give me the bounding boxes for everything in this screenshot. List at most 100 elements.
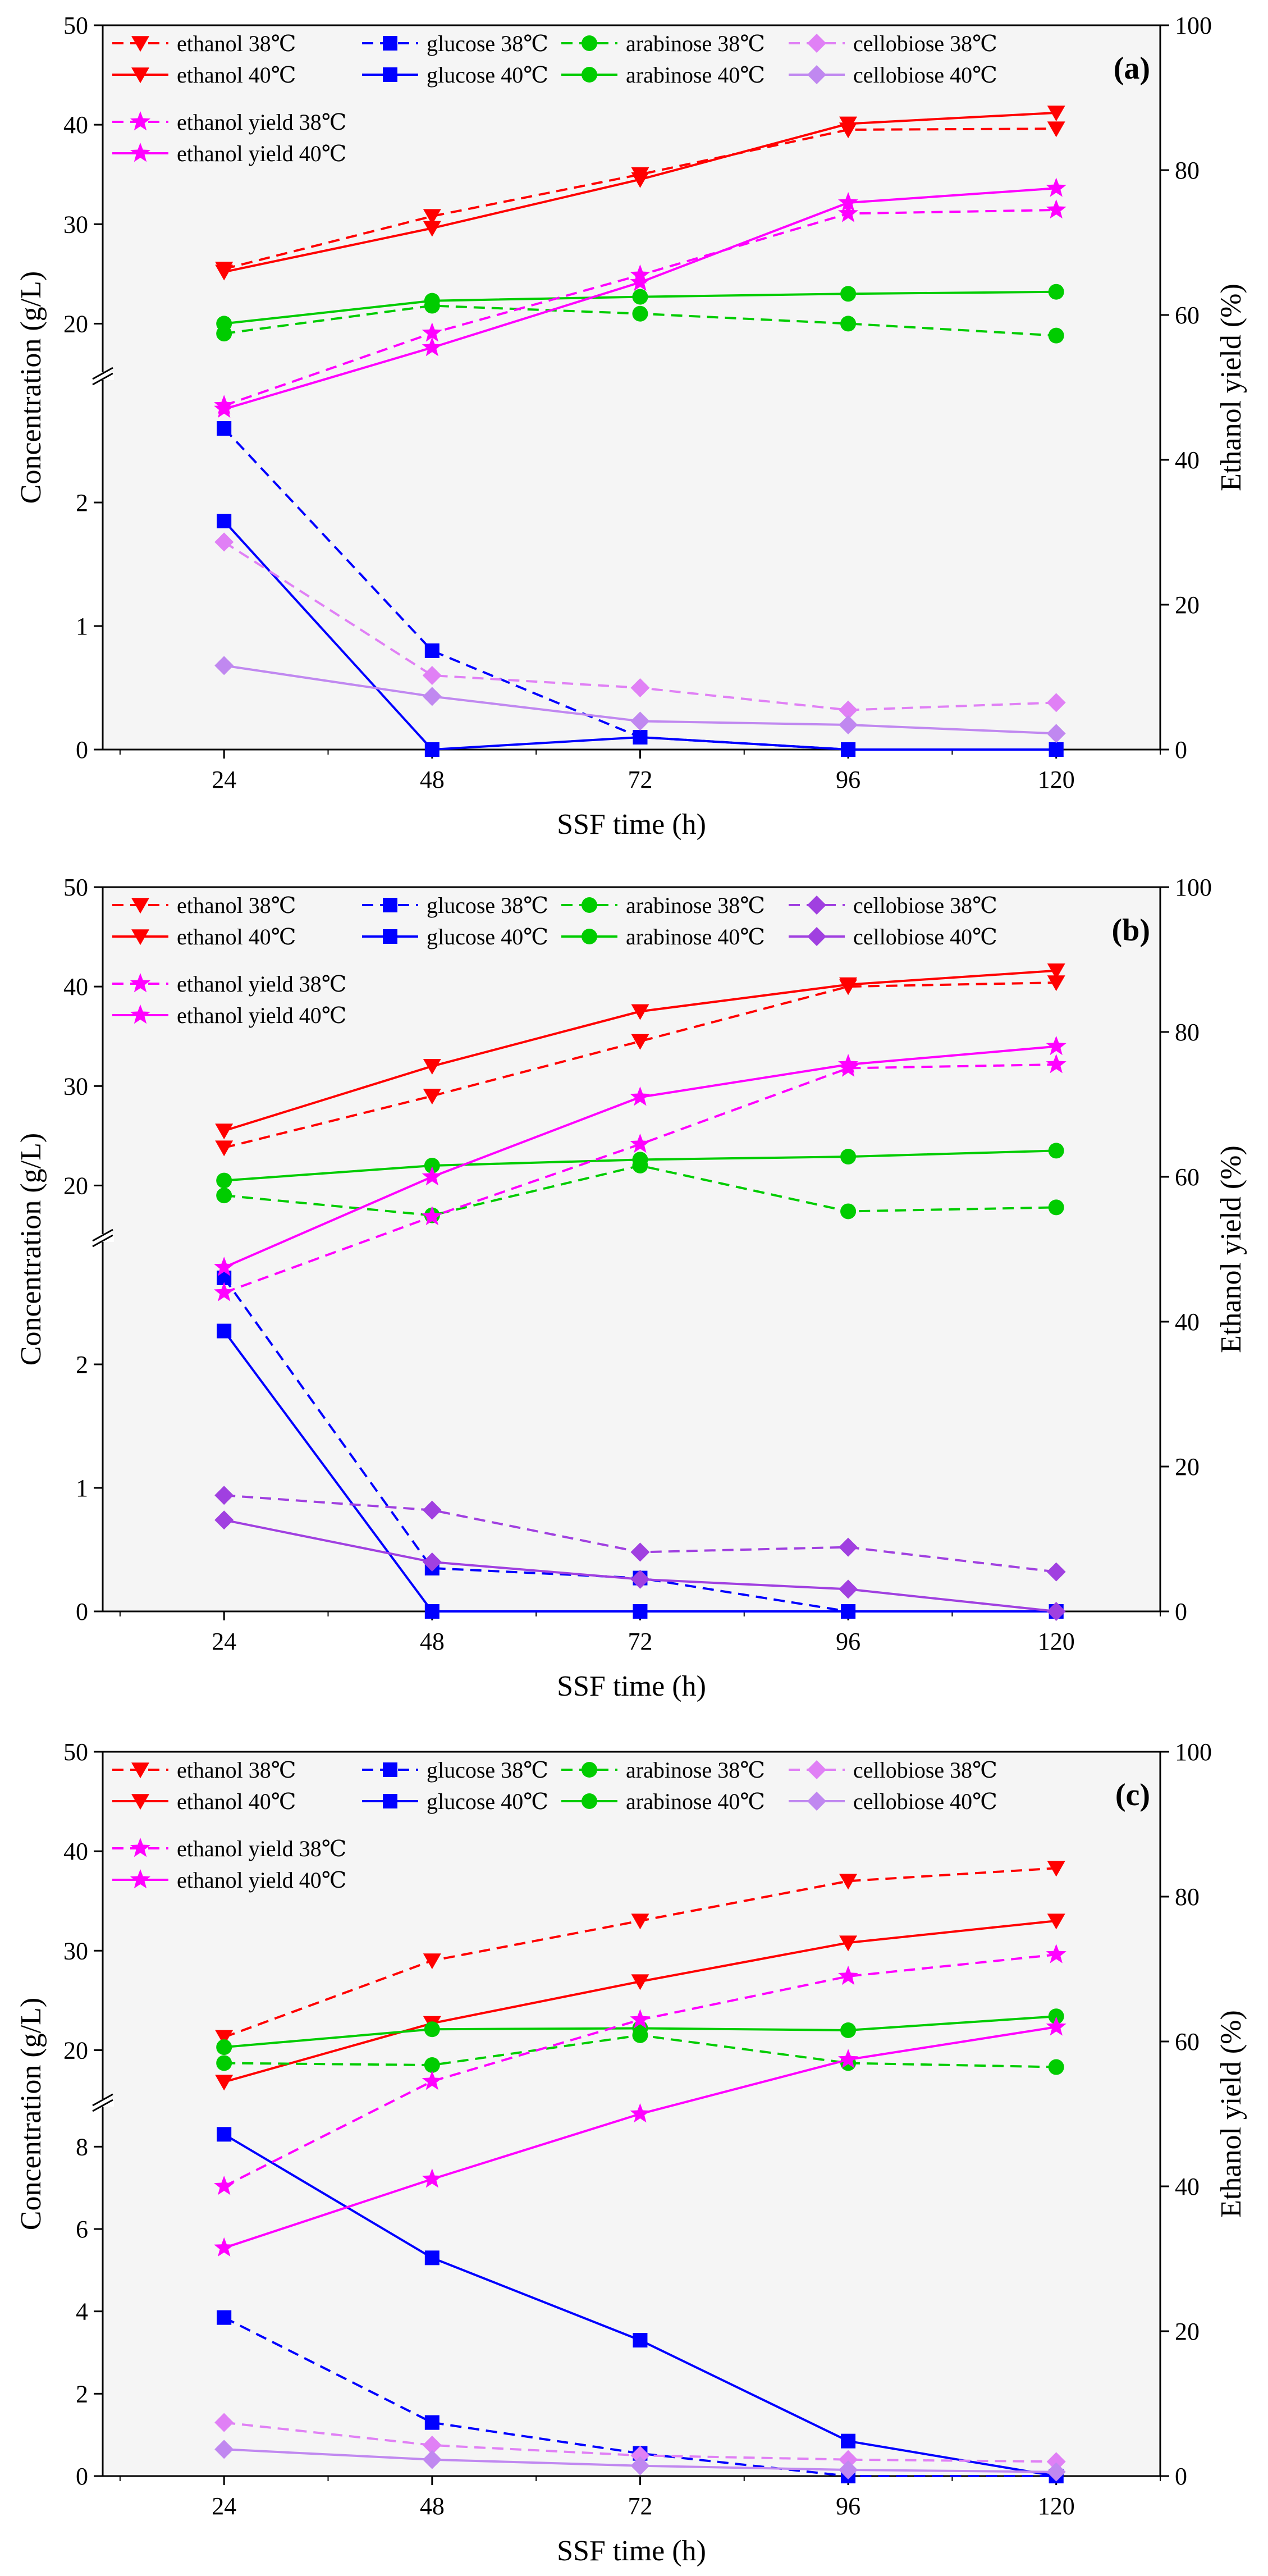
- data-point: [216, 2055, 232, 2071]
- x-tick-label: 24: [212, 2492, 236, 2520]
- data-point: [841, 1604, 856, 1619]
- chart-panel-2: 24 48 72 96 1202030405002468020406080100SSF …: [15, 1738, 1247, 2567]
- legend: ethanol 38℃ ethanol 40℃ glucose 38℃ glucose…: [112, 893, 997, 1028]
- y-tick-label: 20: [63, 1172, 88, 1199]
- legend-marker: [131, 67, 149, 84]
- data-point: [216, 1172, 232, 1189]
- y-axis-label: Concentration (g/L): [15, 271, 47, 504]
- data-point: [1047, 121, 1065, 138]
- data-point: [214, 2440, 234, 2459]
- series-line: [223, 2316, 1056, 2477]
- y2-tick-label: 0: [1175, 2463, 1187, 2490]
- data-point: [1047, 963, 1065, 979]
- y2-tick-label: 20: [1175, 2318, 1200, 2345]
- data-point: [1047, 1861, 1065, 1877]
- legend-label: glucose 38℃: [427, 31, 548, 56]
- data-point: [1046, 1035, 1066, 1056]
- y-tick-label: 50: [63, 12, 88, 39]
- legend-marker: [130, 1869, 151, 1889]
- data-point: [422, 337, 442, 357]
- y-tick-label: 30: [63, 1072, 88, 1100]
- data-point: [424, 742, 440, 757]
- y-tick-label: 0: [76, 736, 88, 764]
- legend-marker: [383, 1762, 397, 1777]
- legend-label: ethanol yield 38℃: [177, 971, 346, 997]
- x-axis-label: SSF time (h): [557, 2535, 706, 2567]
- legend-marker: [130, 973, 151, 993]
- data-point: [633, 730, 648, 745]
- data-point: [424, 2415, 440, 2430]
- legend-label: cellobiose 38℃: [853, 31, 997, 56]
- data-point: [423, 1089, 441, 1105]
- data-point: [1046, 1944, 1066, 1963]
- y2-tick-label: 80: [1175, 1883, 1200, 1911]
- series-ethanol-yield-38-: [214, 1944, 1066, 2195]
- data-point: [1046, 724, 1066, 743]
- data-point: [423, 209, 441, 225]
- axis-break-marks: [91, 2093, 114, 2112]
- legend-marker: [130, 143, 151, 162]
- data-point: [422, 687, 442, 706]
- y2-tick-label: 60: [1175, 302, 1200, 329]
- data-point: [1048, 1143, 1064, 1159]
- y2-tick-label: 60: [1175, 2028, 1200, 2056]
- data-point: [840, 1149, 857, 1165]
- legend-marker: [383, 67, 397, 82]
- data-point: [630, 678, 650, 697]
- data-point: [1046, 1562, 1066, 1582]
- legend-label: cellobiose 38℃: [853, 893, 997, 918]
- x-tick-label: 120: [1038, 1628, 1075, 1655]
- y-axis-label: Concentration (g/L): [15, 1133, 47, 1365]
- legend-marker: [807, 927, 826, 946]
- y-tick-label: 40: [63, 1838, 88, 1865]
- x-tick-label: 24: [212, 1628, 236, 1655]
- data-point: [839, 2460, 858, 2479]
- data-point: [216, 2039, 232, 2056]
- data-point: [422, 2450, 442, 2469]
- y-tick-label: 40: [63, 111, 88, 139]
- data-point: [630, 271, 651, 291]
- legend-marker: [582, 67, 597, 83]
- data-point: [215, 2030, 234, 2046]
- x-tick-label: 72: [628, 2492, 652, 2520]
- x-tick-label: 120: [1038, 766, 1075, 793]
- data-point: [422, 322, 442, 342]
- legend-marker: [131, 898, 149, 914]
- data-point: [422, 2436, 442, 2455]
- data-point: [632, 1152, 648, 1168]
- y-tick-label: 0: [76, 1598, 88, 1625]
- data-point: [217, 514, 232, 528]
- data-point: [424, 1604, 440, 1619]
- data-point: [215, 264, 234, 281]
- legend-label: glucose 40℃: [427, 62, 548, 88]
- data-point: [214, 1486, 234, 1505]
- series-arabinose-40-: [216, 2008, 1064, 2056]
- legend-marker: [807, 1760, 826, 1779]
- data-point: [630, 1542, 650, 1562]
- data-point: [630, 1133, 651, 1153]
- data-point: [630, 2009, 651, 2029]
- data-point: [632, 289, 648, 305]
- y-tick-label: 2: [76, 1351, 88, 1378]
- data-point: [838, 203, 859, 222]
- legend-marker: [807, 65, 826, 84]
- y-tick-label: 30: [63, 211, 88, 238]
- legend-label: arabinose 38℃: [626, 893, 765, 918]
- data-point: [215, 1140, 234, 1157]
- data-point: [424, 1158, 440, 1173]
- panel-label: (a): [1114, 51, 1150, 86]
- series-cellobiose-40-: [214, 1510, 1066, 1621]
- y2-tick-label: 40: [1175, 2173, 1200, 2200]
- data-point: [424, 643, 440, 658]
- data-point: [214, 398, 235, 418]
- data-point: [630, 2103, 651, 2123]
- data-point: [1047, 975, 1065, 992]
- y2-axis-label: Ethanol yield (%): [1215, 284, 1247, 491]
- data-point: [631, 1913, 649, 1930]
- data-point: [214, 1510, 234, 1530]
- y2-tick-label: 0: [1175, 736, 1187, 764]
- y-tick-label: 8: [76, 2133, 88, 2161]
- legend-label: ethanol 38℃: [177, 31, 296, 56]
